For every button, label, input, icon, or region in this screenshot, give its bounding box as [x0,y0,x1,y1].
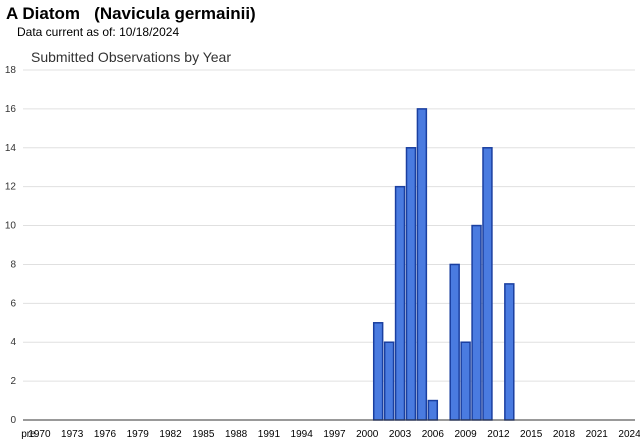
x-tick-label: 2015 [520,429,543,440]
x-tick-label: 1979 [127,429,150,440]
x-tick-label: 1991 [258,429,281,440]
bar [482,147,493,421]
y-tick-label: 18 [5,65,17,76]
x-tick-label: 1982 [159,429,182,440]
x-tick-label: 2003 [389,429,412,440]
data-current-row: Data current as of: 10/18/2024 [17,25,179,39]
bar [394,185,406,421]
y-tick-label: 6 [10,298,16,309]
y-tick-label: 0 [10,415,16,426]
page-title: A Diatom (Navicula germainii) [6,4,256,23]
y-tick-label: 10 [5,221,17,232]
x-tick-label: 1985 [192,429,215,440]
bar [405,147,417,421]
x-tick-label: 1976 [94,429,117,440]
bar [372,322,384,421]
y-tick-label: 16 [5,104,17,115]
x-tick-label: 2012 [487,429,510,440]
bar [427,399,439,421]
bar [383,341,395,421]
x-tick-label: 2024 [618,429,640,440]
y-tick-label: 4 [10,337,16,348]
y-tick-label: 8 [10,259,16,270]
x-tick-label: pre [21,429,36,440]
bar [416,108,428,421]
x-tick-label: 2000 [356,429,379,440]
x-tick-label: 2009 [454,429,477,440]
bar [460,341,471,421]
x-tick-label: 2018 [553,429,576,440]
y-tick-label: 2 [10,376,16,387]
x-tick-label: 1970 [28,429,51,440]
x-tick-label: 1973 [61,429,84,440]
data-current-date: 10/18/2024 [119,25,180,39]
chart-title: Submitted Observations by Year [31,49,232,65]
y-tick-label: 12 [5,182,17,193]
bar [449,263,460,421]
bar [471,224,482,421]
x-tick-label: 1997 [323,429,346,440]
data-current-label: Data current as of: [17,25,116,39]
bar [504,283,515,421]
x-tick-label: 2006 [422,429,445,440]
x-tick-label: 1994 [291,429,314,440]
x-tick-label: 1988 [225,429,248,440]
y-tick-label: 14 [5,143,17,154]
x-tick-label: 2021 [586,429,609,440]
